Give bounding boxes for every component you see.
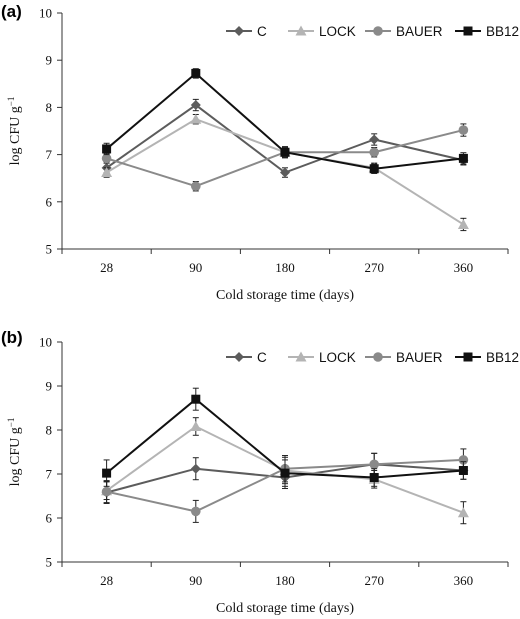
y-tick-label: 9 [46, 379, 53, 394]
y-tick-label: 10 [39, 6, 52, 21]
data-point [101, 486, 112, 497]
legend-label: C [257, 24, 267, 39]
series-bb12 [102, 68, 468, 174]
data-point [369, 459, 380, 470]
data-point [457, 218, 469, 229]
y-tick-label: 8 [46, 100, 53, 115]
legend-marker [373, 352, 383, 362]
y-tick-label: 5 [46, 555, 53, 570]
y-axis-title-sup: −1 [6, 418, 16, 428]
legend-label: BAUER [396, 350, 443, 365]
y-axis-title-main: log CFU g [8, 427, 23, 486]
legend-label: LOCK [319, 350, 356, 365]
data-point [280, 468, 290, 478]
y-tick-label: 10 [39, 335, 52, 350]
chart-panel-b: (b) 5 6 7 8 9 10 28 90 180 270 360 Cold storage time… [1, 328, 519, 616]
data-point [458, 125, 469, 135]
data-point [190, 420, 202, 431]
x-tick-label: 270 [364, 260, 384, 275]
x-tick-label: 28 [100, 260, 113, 275]
y-tick-label: 6 [46, 511, 53, 526]
legend-marker [463, 352, 473, 362]
data-point [458, 153, 468, 163]
legend: C LOCK BAUER BB12 [226, 350, 519, 365]
data-point [191, 68, 201, 78]
y-axis-title-sup: −1 [6, 97, 16, 107]
data-point [369, 164, 379, 174]
data-point [102, 144, 112, 154]
x-tick-label: 270 [364, 573, 384, 588]
y-tick-label: 6 [46, 194, 53, 209]
legend-label: BB12 [486, 24, 519, 39]
data-point [369, 473, 379, 483]
legend-marker [463, 26, 473, 36]
legend-label: BAUER [396, 24, 443, 39]
x-tick-label: 90 [189, 573, 202, 588]
series-bb12 [102, 387, 468, 487]
y-axis-title: log CFU g−1 [6, 97, 23, 166]
data-point [190, 100, 201, 111]
x-axis-title: Cold storage time (days) [216, 601, 354, 616]
x-tick-label: 28 [100, 573, 113, 588]
data-point [102, 468, 112, 478]
data-point [458, 465, 468, 475]
chart-panel-a: (a) 5 6 7 8 9 10 28 90 180 270 360 Cold storage time… [1, 2, 519, 303]
legend-label: BB12 [486, 350, 519, 365]
data-point [369, 134, 380, 145]
legend-label: C [257, 350, 267, 365]
panel-label: (a) [1, 2, 22, 21]
series-c [101, 98, 469, 178]
data-point [369, 147, 380, 158]
legend-marker [234, 352, 244, 362]
data-point [191, 506, 201, 517]
y-tick-label: 5 [46, 242, 53, 257]
data-point [280, 147, 290, 157]
data-point [101, 153, 112, 164]
x-tick-label: 180 [275, 573, 295, 588]
data-point [458, 455, 469, 465]
legend-marker [373, 26, 383, 36]
legend-label: LOCK [319, 24, 356, 39]
y-tick-label: 8 [46, 423, 53, 438]
data-point [191, 181, 201, 192]
legend-marker [295, 351, 307, 362]
data-point [190, 113, 202, 124]
legend-marker [234, 26, 244, 36]
data-point [190, 463, 201, 474]
x-tick-label: 360 [454, 260, 474, 275]
series-line [106, 103, 464, 174]
legend: C LOCK BAUER BB12 [226, 24, 519, 39]
y-axis-title: log CFU g−1 [6, 418, 23, 487]
legend-marker [295, 25, 307, 36]
x-tick-label: 360 [454, 573, 474, 588]
y-tick-label: 9 [46, 53, 53, 68]
data-point [101, 167, 113, 178]
y-axis-title-main: log CFU g [8, 106, 23, 165]
y-tick-label: 7 [46, 147, 53, 162]
data-point [280, 167, 290, 178]
data-point [191, 394, 201, 404]
x-tick-label: 180 [275, 260, 295, 275]
x-axis-title: Cold storage time (days) [216, 288, 354, 303]
x-tick-label: 90 [189, 260, 202, 275]
panel-label: (b) [1, 328, 23, 347]
y-tick-label: 7 [46, 467, 53, 482]
data-point [457, 507, 469, 518]
